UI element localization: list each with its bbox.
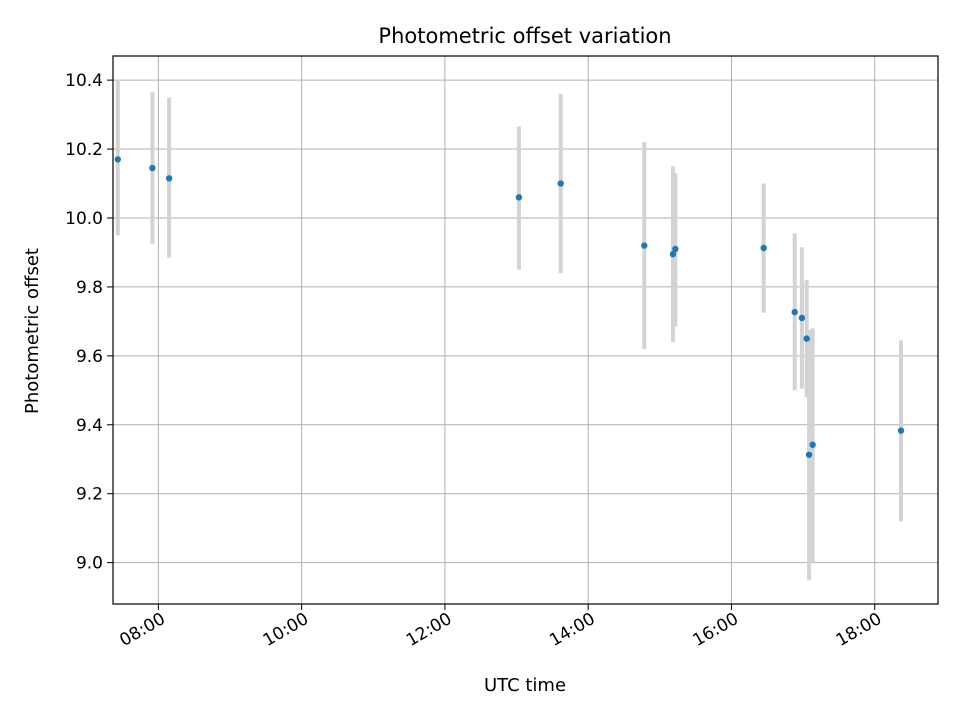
- data-point: [641, 242, 648, 249]
- y-tick-label: 9.2: [76, 485, 103, 505]
- grid-lines: [113, 56, 938, 604]
- data-point: [165, 175, 173, 182]
- data-point: [805, 451, 813, 458]
- error-bars: [115, 80, 903, 580]
- data-point: [515, 194, 523, 201]
- data-point: [669, 250, 677, 258]
- x-axis-label: UTC time: [484, 675, 566, 696]
- x-tick-label: 16:00: [690, 609, 742, 651]
- x-tick-label: 12:00: [403, 609, 455, 651]
- x-tick-label: 08:00: [116, 609, 168, 651]
- data-point: [798, 314, 806, 322]
- data-point: [114, 156, 121, 163]
- data-point: [809, 441, 816, 448]
- y-tick-label: 9.8: [76, 278, 103, 298]
- y-axis-ticks: 9.0 9.2 9.4 9.6 9.8 10.0 10.2 10.4: [65, 71, 113, 574]
- x-tick-label: 10:00: [260, 609, 312, 651]
- data-point: [791, 308, 798, 316]
- y-tick-label: 10.0: [65, 209, 103, 229]
- data-point: [149, 164, 156, 172]
- data-point: [557, 180, 564, 187]
- x-axis-ticks: 08:00 10:00 12:00 14:00 16:00 18:00: [116, 604, 885, 651]
- y-tick-label: 10.4: [65, 71, 103, 91]
- y-tick-label: 9.4: [76, 416, 103, 436]
- data-points: [114, 156, 905, 458]
- data-point: [803, 335, 810, 342]
- x-tick-label: 18:00: [833, 609, 885, 651]
- y-axis-label: Photometric offset: [22, 248, 43, 414]
- plot-frame: [112, 55, 939, 605]
- data-point: [672, 245, 679, 253]
- chart-title: Photometric offset variation: [378, 24, 671, 48]
- data-point: [897, 427, 905, 434]
- y-tick-label: 9.6: [76, 347, 103, 367]
- y-tick-label: 10.2: [65, 140, 103, 160]
- y-tick-label: 9.0: [76, 554, 103, 574]
- x-tick-label: 14:00: [546, 609, 598, 651]
- data-point: [760, 244, 767, 252]
